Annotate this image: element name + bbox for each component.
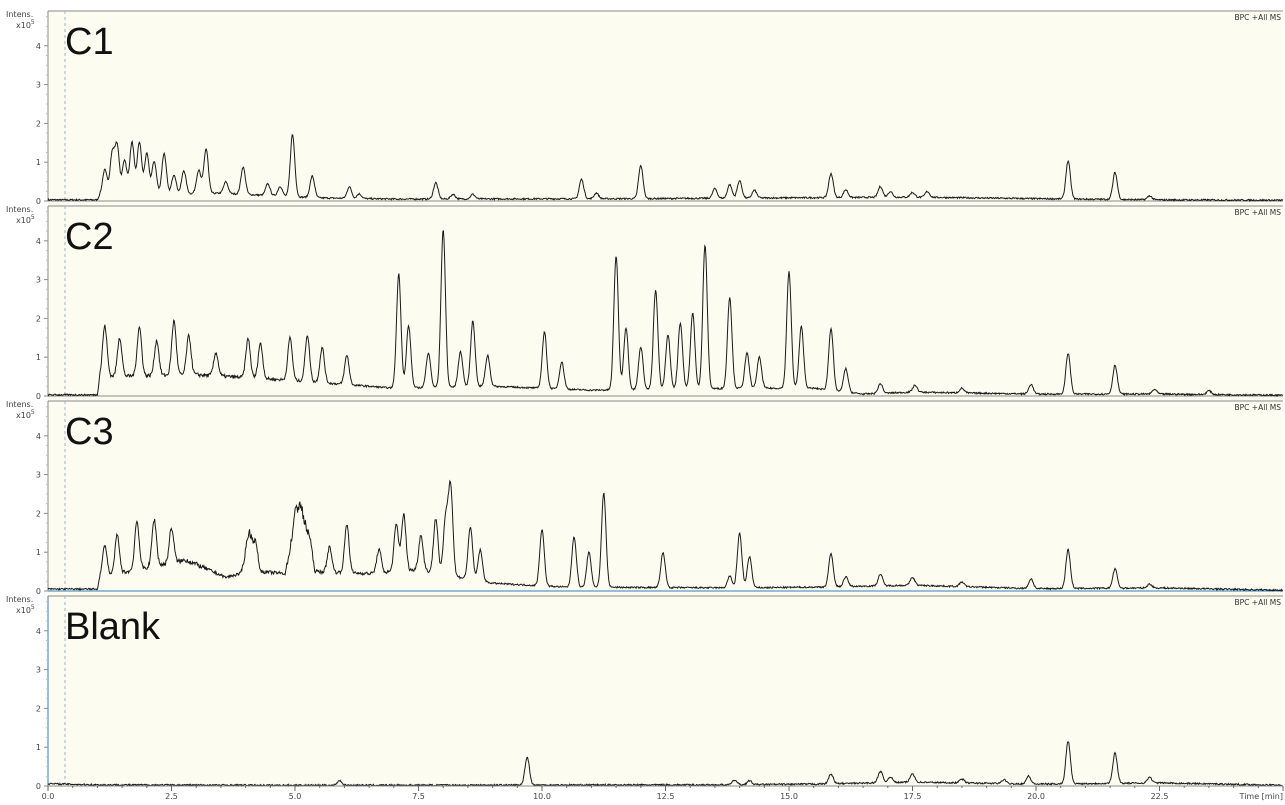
multiplier-base: x10 — [16, 411, 31, 420]
y-tick-label: 2 — [36, 704, 41, 713]
y-tick-label: 4 — [36, 42, 41, 51]
multiplier-exponent: 5 — [31, 409, 35, 416]
y-axis-title: Intens. — [6, 10, 33, 19]
trace-title: BPC +All MS — [1235, 13, 1282, 22]
y-tick-label: 4 — [36, 237, 41, 246]
y-tick-label: 1 — [36, 548, 41, 557]
trace-title: BPC +All MS — [1235, 403, 1282, 412]
y-axis-title: Intens. — [6, 400, 33, 409]
trace-title: BPC +All MS — [1235, 208, 1282, 217]
multiplier-exponent: 5 — [31, 604, 35, 611]
multiplier-exponent: 5 — [31, 19, 35, 26]
multiplier-base: x10 — [16, 606, 31, 615]
y-axis-title: Intens. — [6, 595, 33, 604]
x-tick-label: 15.0 — [780, 792, 798, 801]
y-axis-title: Intens. — [6, 205, 33, 214]
y-tick-label: 4 — [36, 432, 41, 441]
y-tick-label: 1 — [36, 158, 41, 167]
plot-background — [48, 11, 1283, 786]
x-tick-label: 2.5 — [165, 792, 178, 801]
panel-label: C3 — [65, 411, 114, 453]
x-tick-label: 20.0 — [1027, 792, 1045, 801]
panel-label: C2 — [65, 216, 114, 258]
x-axis: 0.0 2.5 5.0 7.5 10.0 12.5 15.0 17.5 20.0 22.5 Time… — [42, 786, 1283, 801]
x-tick-label: 17.5 — [904, 792, 922, 801]
multiplier-exponent: 5 — [31, 214, 35, 221]
y-tick-label: 1 — [36, 353, 41, 362]
multiplier-base: x10 — [16, 216, 31, 225]
y-axis-multiplier: x105 — [16, 409, 35, 420]
y-tick-label: 3 — [36, 471, 41, 480]
x-tick-label: 10.0 — [533, 792, 551, 801]
y-tick-label: 0 — [36, 197, 41, 206]
y-tick-label: 0 — [36, 782, 41, 791]
y-tick-label: 0 — [36, 587, 41, 596]
x-tick-label: 5.0 — [289, 792, 302, 801]
x-axis-title: Time [min] — [1239, 792, 1283, 801]
y-tick-label: 3 — [36, 666, 41, 675]
y-tick-label: 2 — [36, 509, 41, 518]
panel-label: Blank — [65, 606, 161, 648]
x-tick-label: 12.5 — [657, 792, 675, 801]
y-tick-label: 2 — [36, 119, 41, 128]
y-axis-multiplier: x105 — [16, 604, 35, 615]
y-tick-label: 2 — [36, 314, 41, 323]
y-axis-multiplier: x105 — [16, 19, 35, 30]
x-tick-label: 0.0 — [42, 792, 55, 801]
x-tick-label: 22.5 — [1151, 792, 1169, 801]
y-tick-label: 4 — [36, 627, 41, 636]
panel-label: C1 — [65, 21, 114, 63]
multiplier-base: x10 — [16, 21, 31, 30]
y-tick-label: 1 — [36, 743, 41, 752]
x-tick-label: 7.5 — [412, 792, 425, 801]
trace-title: BPC +All MS — [1235, 598, 1282, 607]
y-tick-label: 3 — [36, 276, 41, 285]
y-axis-multiplier: x105 — [16, 214, 35, 225]
y-tick-label: 3 — [36, 81, 41, 90]
y-tick-label: 0 — [36, 392, 41, 401]
top-margin — [0, 0, 1285, 11]
